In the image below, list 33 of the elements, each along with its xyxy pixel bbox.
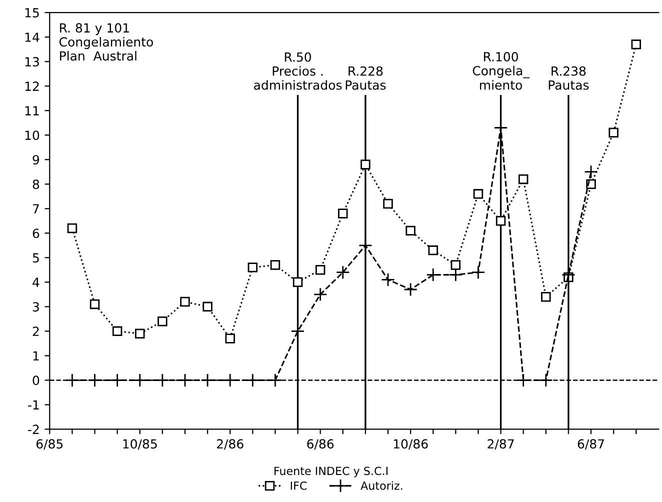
y-tick-label: -1 [28, 400, 39, 410]
y-tick-label: 5 [32, 253, 39, 263]
ref-line-label: R.50 Precios . administrados [254, 52, 342, 90]
ref-line-label: R.228 Pautas [346, 66, 386, 90]
y-tick-label: 7 [33, 204, 39, 214]
y-tick-label: 4 [32, 278, 40, 287]
x-tick-label: 6/86 [307, 439, 334, 450]
legend-label: IFC [290, 481, 307, 490]
y-tick-label: -2 [28, 424, 39, 434]
y-tick-label: 6 [32, 228, 40, 238]
ref-line-label: R.238 Pautas [548, 66, 589, 90]
x-tick-label: 10/85 [123, 439, 157, 450]
y-tick-label: 10 [25, 130, 40, 140]
x-tick-label: 6/85 [36, 439, 63, 450]
y-tick-label: 2 [32, 326, 39, 336]
ref-line-label: R.100 Congela_ miento [472, 52, 530, 90]
x-tick-label: 2/87 [488, 439, 514, 450]
legend-label: Autoriz. [360, 481, 402, 490]
y-tick-label: 8 [32, 180, 40, 190]
y-tick-label: 14 [25, 32, 40, 42]
x-tick-label: 6/87 [578, 439, 604, 450]
y-tick-label: 11 [25, 106, 39, 116]
annotation: R. 81 y 101 Congelamiento Plan Austral [59, 23, 153, 61]
x-tick-label: 2/86 [216, 439, 244, 450]
y-tick-label: 12 [25, 82, 39, 91]
y-tick-label: 1 [33, 351, 39, 360]
x-tick-label: 10/86 [394, 439, 428, 450]
y-tick-label: 13 [25, 57, 39, 66]
y-tick-label: 0 [32, 376, 40, 386]
y-tick-label: 3 [32, 302, 39, 312]
y-tick-label: 15 [25, 8, 39, 18]
source-note: Fuente INDEC y S.C.I [274, 466, 388, 478]
y-tick-label: 9 [32, 155, 40, 165]
